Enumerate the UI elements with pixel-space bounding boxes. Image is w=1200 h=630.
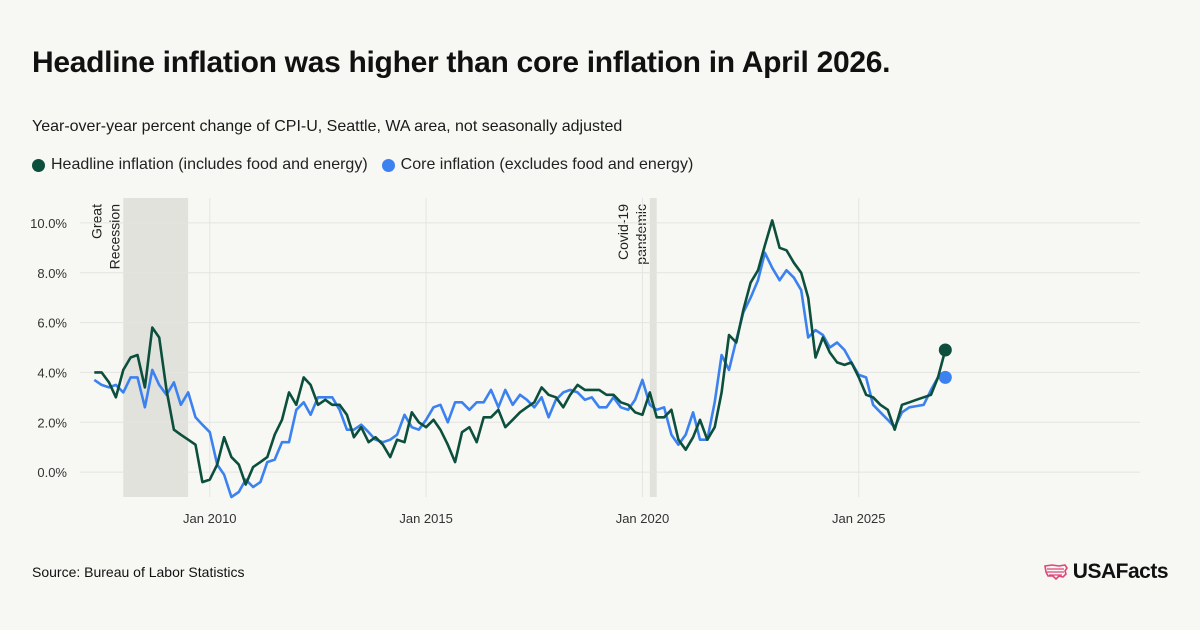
x-tick-label: Jan 2020: [616, 511, 670, 526]
x-tick-label: Jan 2025: [832, 511, 886, 526]
usafacts-logo: USAFacts: [1043, 560, 1169, 584]
x-tick-label: Jan 2015: [399, 511, 453, 526]
source-note: Source: Bureau of Labor Statistics: [32, 564, 245, 580]
shaded-period-label-0-0: Great: [88, 204, 104, 239]
x-tick-label: Jan 2010: [183, 511, 237, 526]
series-line-0: [94, 219, 947, 486]
y-tick-label: 8.0%: [37, 266, 67, 281]
legend-item-core: Core inflation (excludes food and energy…: [381, 156, 694, 174]
shaded-period-label-1-1: pandemic: [633, 204, 649, 265]
legend-item-headline: Headline inflation (includes food and en…: [32, 156, 368, 174]
y-tick-label: 2.0%: [37, 415, 67, 430]
logo-text: USAFacts: [1072, 560, 1169, 583]
shaded-period-label-1-0: Covid-19: [615, 204, 631, 260]
legend-dot-core-icon: [381, 158, 395, 172]
y-tick-label: 0.0%: [37, 465, 67, 480]
legend-dot-headline-icon: [32, 158, 45, 172]
legend-label-core: Core inflation (excludes food and energy…: [400, 156, 694, 173]
shaded-period-label-0-1: Recession: [106, 204, 122, 269]
chart-subtitle: Year-over-year percent change of CPI-U, …: [32, 118, 623, 135]
legend-label-headline: Headline inflation (includes food and en…: [51, 156, 368, 173]
us-map-icon: [1043, 564, 1068, 581]
shaded-period-1: [649, 198, 657, 497]
y-tick-label: 6.0%: [37, 316, 67, 331]
chart-legend: Headline inflation (includes food and en…: [32, 156, 693, 174]
page-title: Headline inflation was higher than core …: [32, 46, 891, 79]
y-tick-label: 10.0%: [30, 216, 67, 231]
series-end-point-1: [938, 370, 952, 384]
series-end-point-0: [938, 343, 952, 357]
series-line-1: [93, 251, 946, 499]
shaded-period-0: [123, 198, 189, 497]
y-tick-label: 4.0%: [37, 365, 67, 380]
